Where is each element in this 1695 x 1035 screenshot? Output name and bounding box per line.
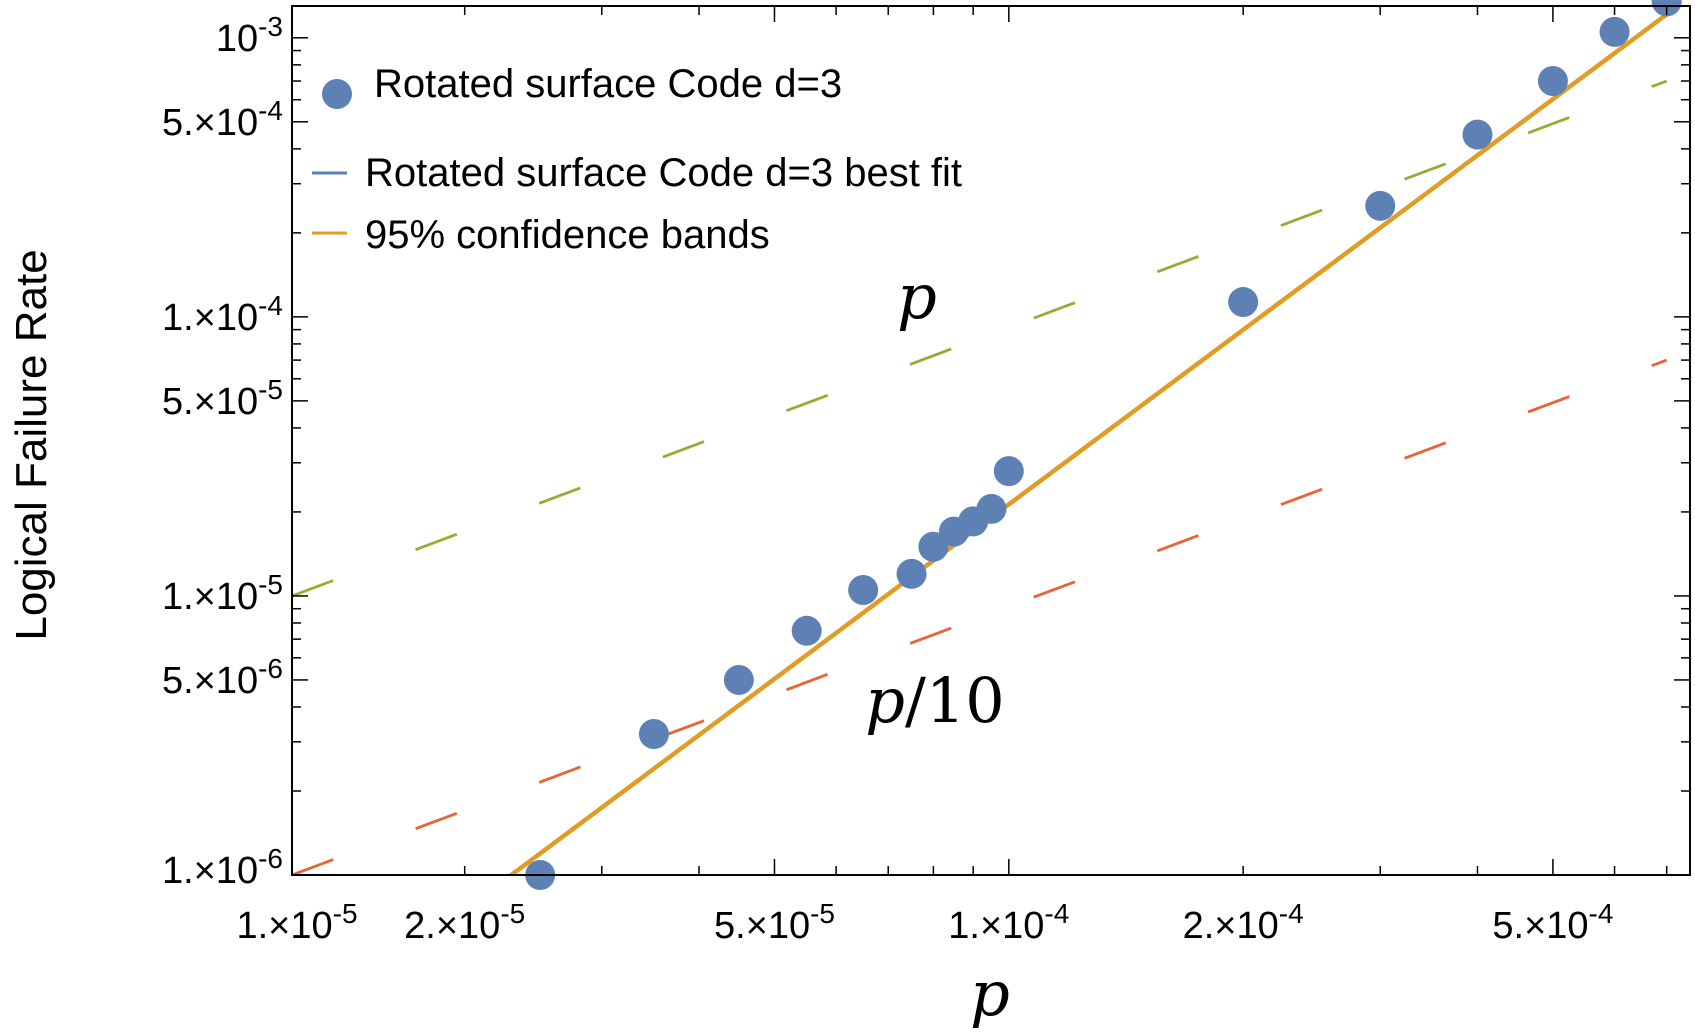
- annotation-p-over-10: p/10: [865, 664, 1004, 737]
- data-point: [791, 615, 822, 646]
- y-tick-label: 1.×10-5: [162, 569, 283, 618]
- annotation-p-over-10-text: p/10: [865, 664, 1004, 737]
- y-tick-label: 5.×10-5: [162, 374, 283, 423]
- data-point: [1462, 119, 1493, 150]
- plot-frame: [291, 5, 1691, 876]
- data-point: [1537, 66, 1568, 97]
- legend-marker-point: [322, 79, 352, 109]
- data-point: [848, 575, 879, 606]
- y-tick-label: 1.×10-6: [162, 843, 283, 892]
- x-tick-label: 1.×10-5: [236, 898, 357, 947]
- data-point: [1599, 16, 1630, 47]
- annotation-p: p: [897, 260, 937, 333]
- y-axis-label: Logical Failure Rate: [7, 249, 56, 640]
- legend-label: 95% confidence bands: [365, 213, 770, 257]
- data-point: [896, 558, 927, 589]
- data-point: [993, 456, 1024, 487]
- data-point: [723, 664, 754, 695]
- legend-label: Rotated surface Code d=3: [374, 62, 842, 106]
- data-point: [918, 531, 949, 562]
- reference-line-p: [292, 79, 1668, 598]
- legend: Rotated surface Code d=3 Rotated surface …: [312, 62, 962, 257]
- legend-entry: 95% confidence bands: [312, 213, 770, 257]
- data-point: [1228, 287, 1259, 318]
- reference-line-p-over-10: [292, 358, 1668, 875]
- x-tick-label: 2.×10-5: [404, 898, 525, 947]
- tick-labels-layer: 10-3 5.×10-4 1.×10-4 5.×10-5 1.×10-5 5.×10-6 1…: [162, 11, 1614, 947]
- data-point: [976, 493, 1007, 524]
- y-tick-label: 1.×10-4: [162, 290, 283, 339]
- data-point: [638, 719, 669, 750]
- data-point: [1365, 190, 1396, 221]
- legend-entry: Rotated surface Code d=3 best fit: [312, 151, 962, 195]
- legend-entry: Rotated surface Code d=3: [322, 62, 842, 109]
- y-tick-label: 10-3: [216, 11, 283, 60]
- x-axis-label: p: [970, 957, 1010, 1030]
- x-tick-label: 2.×10-4: [1183, 898, 1304, 947]
- y-tick-label: 5.×10-6: [162, 653, 283, 702]
- x-tick-label: 1.×10-4: [948, 898, 1069, 947]
- x-tick-label: 5.×10-4: [1492, 898, 1613, 947]
- axis-ticks-layer: [292, 6, 1690, 876]
- series-points-layer: [525, 0, 1682, 890]
- legend-label: Rotated surface Code d=3 best fit: [365, 151, 962, 195]
- y-tick-label: 5.×10-4: [162, 95, 283, 144]
- x-tick-label: 5.×10-5: [714, 898, 835, 947]
